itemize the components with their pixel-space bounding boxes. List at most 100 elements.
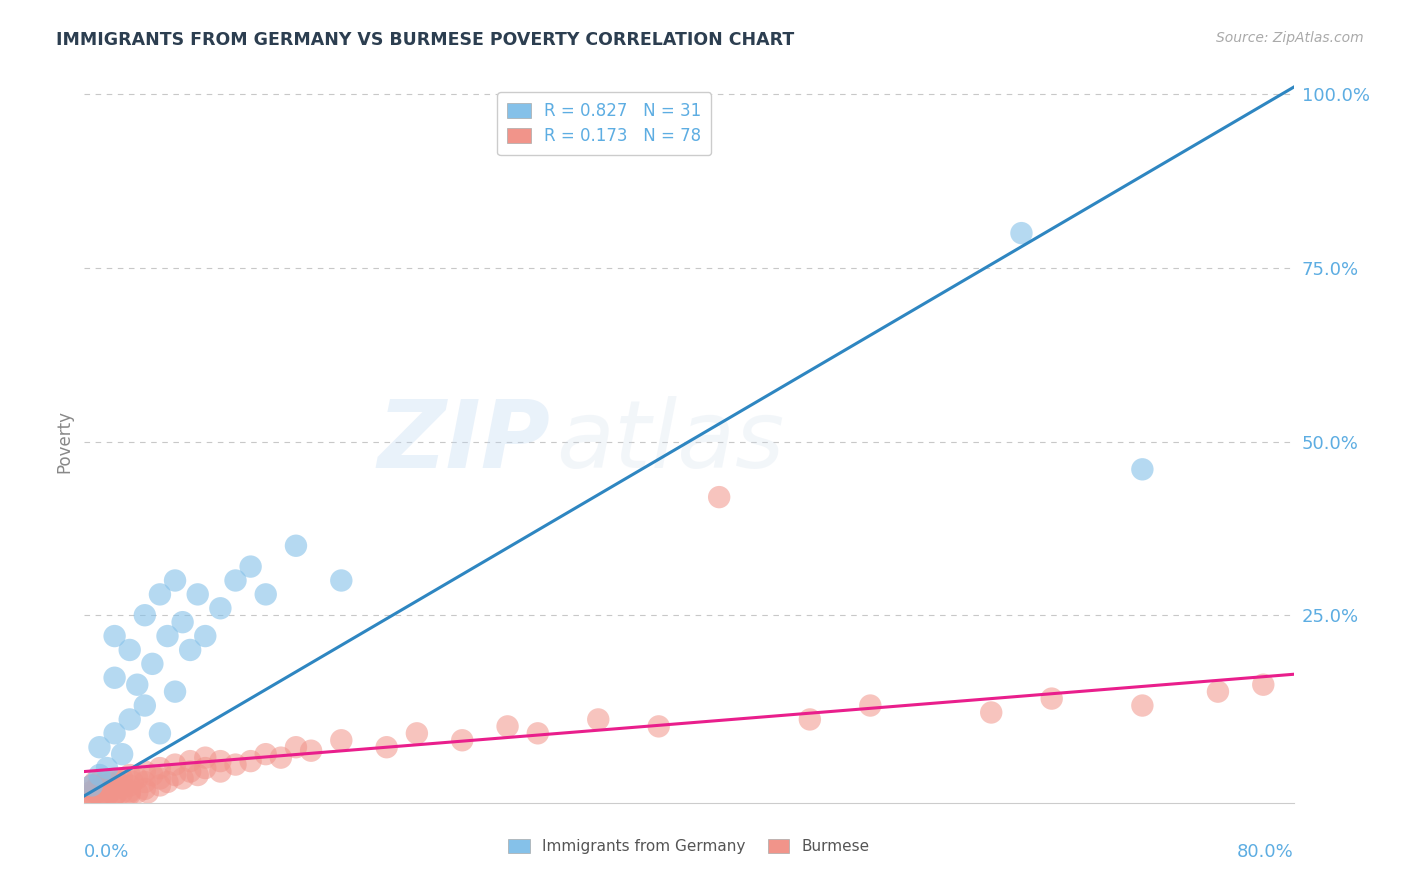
Point: [1130, 698, 1153, 713]
Point: [156, 775, 179, 789]
Point: [107, 785, 129, 799]
Point: [194, 761, 217, 775]
Point: [91, 788, 114, 802]
Point: [451, 733, 474, 747]
Point: [375, 740, 398, 755]
Point: [136, 785, 159, 799]
Point: [89, 785, 111, 799]
Point: [209, 601, 232, 615]
Point: [254, 587, 277, 601]
Text: IMMIGRANTS FROM GERMANY VS BURMESE POVERTY CORRELATION CHART: IMMIGRANTS FROM GERMANY VS BURMESE POVER…: [56, 31, 794, 49]
Point: [104, 779, 127, 793]
Point: [187, 587, 209, 601]
Point: [149, 761, 172, 775]
Text: ZIP: ZIP: [377, 395, 550, 488]
Point: [149, 772, 172, 786]
Point: [648, 719, 671, 733]
Point: [134, 781, 156, 796]
Point: [118, 713, 141, 727]
Point: [127, 772, 149, 786]
Point: [80, 789, 103, 803]
Point: [239, 754, 262, 768]
Point: [107, 775, 129, 789]
Point: [330, 574, 353, 588]
Point: [1011, 226, 1033, 240]
Text: Source: ZipAtlas.com: Source: ZipAtlas.com: [1216, 31, 1364, 45]
Point: [134, 698, 156, 713]
Point: [104, 789, 127, 803]
Point: [270, 750, 292, 764]
Point: [79, 785, 101, 799]
Point: [239, 559, 262, 574]
Point: [134, 608, 156, 623]
Point: [100, 784, 122, 798]
Point: [76, 789, 98, 803]
Point: [89, 781, 111, 796]
Point: [225, 757, 247, 772]
Point: [496, 719, 519, 733]
Point: [111, 772, 134, 786]
Text: atlas: atlas: [555, 396, 785, 487]
Point: [527, 726, 550, 740]
Point: [80, 788, 103, 802]
Point: [799, 713, 821, 727]
Point: [1040, 691, 1063, 706]
Point: [104, 629, 127, 643]
Point: [104, 788, 127, 802]
Point: [118, 643, 141, 657]
Point: [165, 757, 187, 772]
Point: [187, 768, 209, 782]
Point: [172, 772, 194, 786]
Point: [225, 574, 247, 588]
Point: [172, 615, 194, 630]
Point: [165, 684, 187, 698]
Point: [118, 768, 141, 782]
Point: [80, 779, 103, 793]
Point: [89, 775, 111, 789]
Point: [254, 747, 277, 761]
Point: [104, 772, 127, 786]
Point: [118, 788, 141, 802]
Point: [121, 775, 143, 789]
Point: [118, 779, 141, 793]
Point: [299, 744, 322, 758]
Text: 80.0%: 80.0%: [1237, 843, 1294, 861]
Point: [104, 671, 127, 685]
Point: [149, 587, 172, 601]
Point: [141, 657, 163, 671]
Point: [118, 785, 141, 799]
Point: [859, 698, 882, 713]
Point: [330, 733, 353, 747]
Point: [141, 768, 163, 782]
Point: [165, 768, 187, 782]
Point: [588, 713, 610, 727]
Point: [209, 754, 232, 768]
Point: [1130, 462, 1153, 476]
Y-axis label: Poverty: Poverty: [55, 410, 73, 473]
Point: [89, 768, 111, 782]
Point: [89, 789, 111, 803]
Point: [87, 779, 110, 793]
Point: [209, 764, 232, 779]
Point: [97, 785, 120, 799]
Point: [149, 779, 172, 793]
Point: [179, 764, 201, 779]
Point: [127, 678, 149, 692]
Point: [96, 761, 118, 775]
Point: [104, 726, 127, 740]
Point: [82, 784, 104, 798]
Point: [980, 706, 1002, 720]
Point: [118, 784, 141, 798]
Point: [86, 785, 108, 799]
Legend: Immigrants from Germany, Burmese: Immigrants from Germany, Burmese: [502, 833, 876, 860]
Point: [406, 726, 429, 740]
Point: [194, 629, 217, 643]
Point: [165, 574, 187, 588]
Point: [84, 775, 107, 789]
Point: [80, 779, 103, 793]
Point: [1206, 684, 1229, 698]
Point: [96, 773, 118, 788]
Point: [89, 740, 111, 755]
Point: [179, 643, 201, 657]
Point: [285, 740, 308, 755]
